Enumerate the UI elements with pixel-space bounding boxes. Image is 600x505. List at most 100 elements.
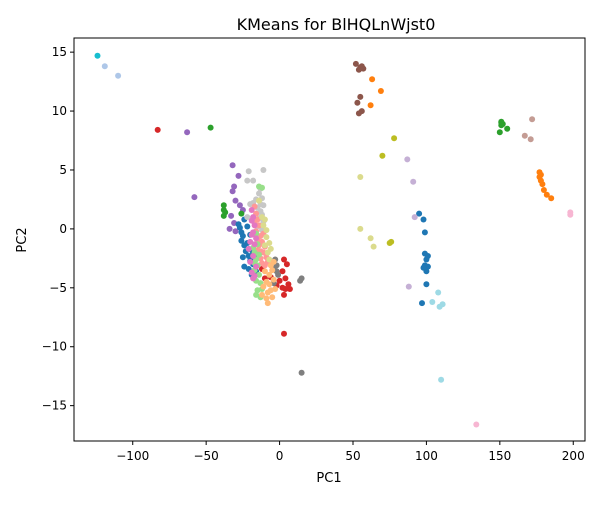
scatter-point-cluster-3-11 [226,225,233,232]
scatter-point-cluster-11-15 [245,245,252,252]
x-tick-label-0: −100 [116,449,149,463]
scatter-point-cluster-14-8 [540,187,547,193]
scatter-point-cluster-3-0 [184,129,191,136]
scatter-point-cluster-2-15 [281,330,287,337]
scatter-point-cluster-11-9 [247,238,254,245]
scatter-point-cluster-14-5 [537,171,544,178]
x-tick-label-2: 0 [276,449,284,463]
scatter-point-cluster-5-24 [421,229,428,236]
y-tick-label-5: 10 [52,104,67,118]
scatter-point-cluster-2-6 [279,268,286,275]
scatter-point-cluster-17-0 [529,116,536,123]
scatter-point-cluster-16-0 [404,156,411,163]
scatter-point-cluster-2-5 [276,277,283,284]
scatter-point-cluster-9-12 [357,225,364,232]
scatter-point-cluster-6-7 [298,275,305,282]
scatter-point-cluster-11-5 [250,253,257,259]
scatter-point-cluster-10-1 [259,184,265,191]
y-tick-label-2: −5 [49,281,67,295]
scatter-point-cluster-7-8 [247,201,254,208]
scatter-point-cluster-15-0 [391,135,398,142]
scatter-point-cluster-3-5 [229,188,236,195]
y-tick-label-1: −10 [42,340,67,354]
scatter-point-cluster-2-14 [279,284,286,291]
x-tick-label-1: −50 [193,449,218,463]
scatter-point-cluster-14-9 [543,191,550,198]
scatter-point-cluster-9-7 [263,227,270,234]
scatter-point-cluster-18-4 [438,376,445,383]
scatter-point-cluster-11-11 [253,235,260,242]
x-axis-label: PC1 [316,471,341,486]
scatter-point-cluster-12-0 [261,268,268,275]
scatter-point-cluster-11-0 [248,207,255,213]
scatter-point-cluster-9-3 [263,234,270,241]
scatter-point-cluster-17-1 [521,132,528,139]
scatter-point-cluster-3-12 [232,228,239,235]
scatter-point-cluster-14-1 [377,88,384,94]
y-tick-label-4: 5 [59,163,67,177]
scatter-point-cluster-4-0 [207,124,214,131]
scatter-point-cluster-2-12 [281,291,287,298]
scatter-point-cluster-5-31 [420,264,427,271]
scatter-point-cluster-2-10 [285,281,292,288]
chart-title: KMeans for BlHQLnWjst0 [237,15,436,34]
scatter-point-cluster-4-4 [220,212,227,219]
scatter-point-cluster-5-27 [424,253,431,259]
scatter-point-cluster-9-14 [370,243,377,250]
scatter-point-cluster-11-12 [248,217,255,224]
scatter-point-cluster-2-0 [154,126,161,133]
scatter-point-cluster-9-10 [261,216,268,223]
scatter-point-cluster-7-5 [256,190,262,197]
scatter-point-cluster-13-4 [360,65,367,72]
scatter-point-cluster-7-2 [244,177,251,184]
y-axis: −15 −10 −5 0 5 10 15 [42,45,74,413]
scatter-point-cluster-19-2 [473,421,480,428]
scatter-point-cluster-7-1 [245,168,252,175]
scatter-point-cluster-9-13 [367,235,374,242]
scatter-point-cluster-12-5 [269,294,276,301]
scatter-point-cluster-5-4 [238,237,245,244]
scatter-point-cluster-9-8 [266,256,273,263]
scatter-point-cluster-9-9 [267,245,274,252]
scatter-point-cluster-13-8 [355,110,362,117]
scatter-point-cluster-2-11 [286,286,293,292]
scatter-point-cluster-4-11 [504,125,511,132]
scatter-point-cluster-16-1 [410,178,417,185]
scatter-point-cluster-18-1 [435,289,442,296]
y-tick-label-6: 15 [52,45,67,59]
plot-area [94,52,574,428]
scatter-point-cluster-7-19 [260,202,267,209]
y-axis-label: PC2 [15,227,30,252]
scatter-point-cluster-12-4 [266,281,273,288]
scatter-point-cluster-2-9 [283,261,290,268]
x-tick-label-4: 100 [415,449,438,463]
scatter-point-cluster-7-3 [250,177,257,184]
scatter-point-cluster-13-6 [354,99,361,106]
scatter-point-cluster-13-5 [357,93,364,100]
scatter-point-cluster-11-4 [251,241,258,248]
scatter-point-cluster-16-3 [405,283,412,290]
scatter-point-cluster-12-14 [272,286,279,292]
scatter-point-cluster-3-1 [191,194,198,201]
scatter-point-cluster-15-1 [379,152,386,159]
x-tick-label-5: 150 [488,449,511,463]
scatter-point-cluster-12-8 [263,295,270,302]
scatter-point-cluster-5-33 [419,300,425,307]
scatter-point-cluster-3-3 [235,172,242,179]
scatter-point-cluster-3-7 [236,202,243,209]
scatter-point-cluster-12-9 [259,291,265,298]
scatter-point-cluster-12-10 [266,271,273,278]
x-axis: −100 −50 0 50 100 150 200 [116,441,585,463]
scatter-point-cluster-12-7 [264,300,271,307]
scatter-point-cluster-9-4 [261,242,268,249]
scatter-point-cluster-11-2 [251,222,258,229]
scatter-point-cluster-10-11 [254,287,261,294]
scatter-point-cluster-14-7 [539,181,546,188]
scatter-point-cluster-12-15 [270,258,277,265]
scatter-point-cluster-7-0 [260,167,267,173]
plot-frame [73,37,586,442]
scatter-point-cluster-4-5 [238,210,245,217]
scatter-point-cluster-5-1 [236,224,243,231]
